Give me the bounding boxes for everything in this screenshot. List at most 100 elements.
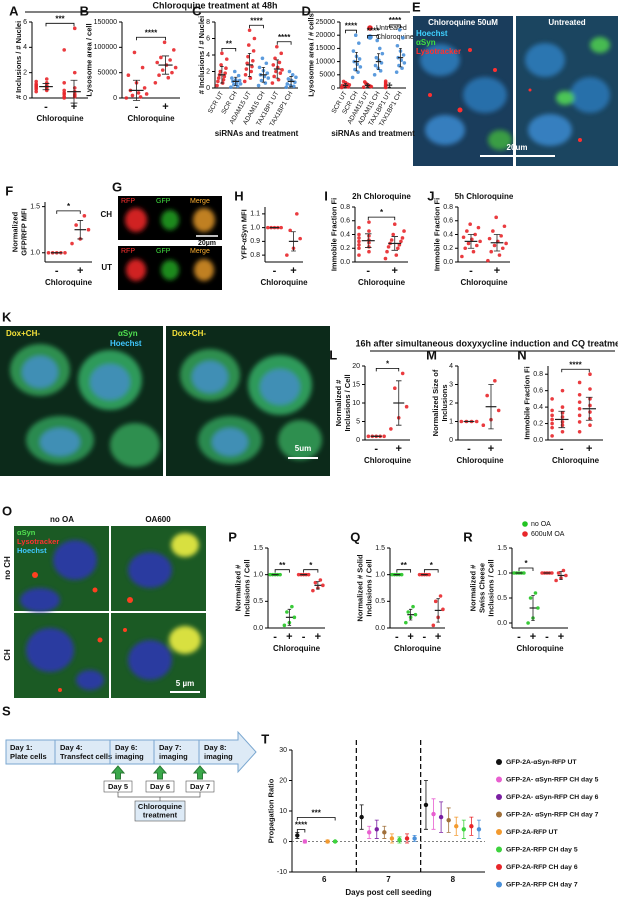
significance-label: * bbox=[309, 561, 313, 570]
panel-letter: B bbox=[80, 3, 89, 18]
data-point bbox=[284, 85, 289, 89]
y-tick-label: 0.2 bbox=[340, 245, 350, 252]
panel-letter: O bbox=[2, 503, 12, 518]
data-point bbox=[404, 404, 409, 409]
data-point bbox=[291, 84, 296, 89]
data-point bbox=[485, 393, 489, 398]
x-tick-label: - bbox=[366, 265, 370, 277]
data-point bbox=[236, 73, 241, 78]
x-axis-label: Chloroquine bbox=[516, 644, 564, 653]
legend-label: GFP-2A-RFP CH day 6 bbox=[506, 864, 578, 871]
data-point bbox=[256, 83, 261, 88]
data-point bbox=[295, 833, 300, 838]
y-axis-label: # Inclusions / # Nuclei bbox=[197, 16, 206, 94]
data-point bbox=[247, 28, 252, 33]
data-point bbox=[459, 419, 464, 424]
data-point bbox=[496, 408, 501, 413]
data-point bbox=[554, 578, 558, 583]
panel-letter: T bbox=[261, 731, 269, 746]
data-point bbox=[130, 93, 135, 98]
data-point bbox=[218, 69, 223, 74]
data-point bbox=[383, 79, 388, 83]
y-tick-label: 1.0 bbox=[375, 572, 385, 579]
x-tick-label: + bbox=[435, 631, 441, 643]
data-point bbox=[285, 253, 289, 257]
panel-letter: M bbox=[426, 347, 437, 362]
row-label: CH bbox=[3, 649, 12, 661]
significance-label: **** bbox=[278, 33, 291, 42]
data-point bbox=[395, 43, 400, 48]
data-point bbox=[397, 28, 402, 32]
significance-bracket bbox=[345, 29, 357, 34]
panel-letter: G bbox=[112, 179, 122, 194]
y-tick-label: 3 bbox=[449, 381, 453, 388]
data-point bbox=[560, 423, 565, 428]
significance-bracket bbox=[136, 36, 166, 41]
data-point bbox=[70, 241, 74, 246]
data-point bbox=[373, 63, 378, 68]
data-point bbox=[564, 573, 568, 578]
data-point bbox=[366, 434, 371, 439]
panel-letter: K bbox=[2, 309, 12, 324]
x-tick-label: + bbox=[392, 265, 398, 277]
data-point bbox=[382, 434, 386, 439]
y-tick-label: 0.2 bbox=[443, 245, 453, 252]
panel-letter: L bbox=[329, 347, 337, 362]
data-point bbox=[273, 56, 277, 61]
data-point bbox=[367, 830, 372, 835]
y-tick-label: 1.5 bbox=[253, 545, 263, 552]
data-point bbox=[362, 80, 367, 84]
data-point bbox=[224, 66, 228, 70]
y-tick-label: 30 bbox=[279, 747, 287, 754]
data-point bbox=[385, 249, 389, 254]
data-point bbox=[124, 96, 129, 100]
data-point bbox=[62, 94, 66, 99]
data-point bbox=[250, 64, 254, 69]
data-point bbox=[486, 258, 490, 263]
data-point bbox=[577, 380, 582, 385]
data-point bbox=[353, 67, 357, 72]
data-point bbox=[446, 817, 451, 823]
x-tick-label: - bbox=[560, 443, 564, 455]
data-point bbox=[412, 836, 417, 841]
y-tick-label: 10 bbox=[352, 400, 360, 407]
data-point bbox=[260, 56, 265, 61]
y-tick-label: 20 bbox=[352, 363, 360, 370]
data-point bbox=[556, 571, 561, 575]
significance-bracket bbox=[249, 24, 264, 29]
data-point bbox=[216, 76, 221, 80]
data-point bbox=[550, 413, 554, 418]
y-tick-label: 150000 bbox=[94, 19, 117, 26]
day-box bbox=[145, 780, 175, 793]
data-point bbox=[560, 429, 565, 434]
y-axis-label: Inclusions / Cell bbox=[364, 559, 373, 616]
image-panel-g: G CH UT RFP GFP Merge RFP GFP Merge 20µm bbox=[100, 179, 222, 290]
data-point bbox=[471, 249, 476, 254]
data-point bbox=[215, 83, 219, 88]
x-tick-label: + bbox=[77, 265, 83, 277]
y-tick-label: 0.4 bbox=[533, 404, 543, 411]
x-tick-label: + bbox=[286, 631, 292, 643]
x-tick-label: 6 bbox=[322, 875, 327, 884]
data-point bbox=[577, 400, 582, 404]
data-point bbox=[235, 84, 240, 89]
y-axis-label: Normalized # bbox=[233, 564, 242, 612]
y-tick-label: 1.0 bbox=[497, 570, 507, 577]
y-tick-label: 0.8 bbox=[250, 252, 260, 259]
data-point bbox=[243, 73, 248, 77]
x-axis-label: Chloroquine bbox=[45, 278, 93, 287]
significance-bracket bbox=[375, 368, 400, 372]
y-tick-label: 50000 bbox=[98, 70, 118, 77]
y-tick-label: 0 bbox=[283, 838, 287, 845]
significance-label: ** bbox=[279, 561, 286, 570]
x-tick-label: - bbox=[135, 101, 139, 113]
data-point bbox=[474, 419, 479, 424]
data-point bbox=[441, 607, 445, 612]
data-point bbox=[170, 70, 174, 75]
data-point bbox=[63, 250, 67, 255]
data-point bbox=[246, 43, 251, 47]
data-point bbox=[433, 599, 438, 604]
data-point bbox=[166, 75, 171, 80]
data-point bbox=[62, 48, 66, 52]
